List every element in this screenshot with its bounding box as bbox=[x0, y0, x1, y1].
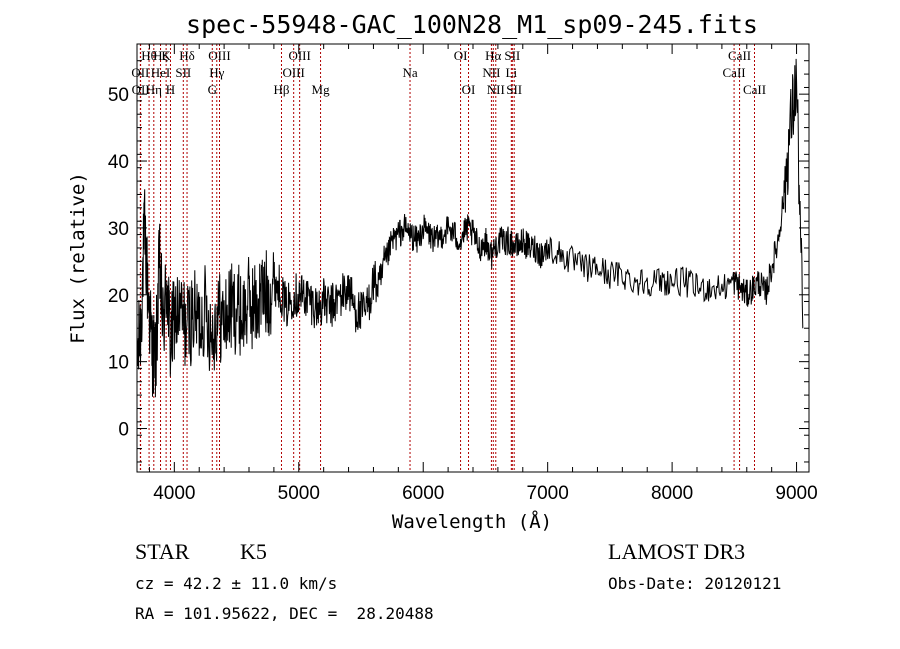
line-label: H bbox=[166, 82, 175, 97]
x-tick-label: 9000 bbox=[775, 483, 817, 504]
x-tick-label: 5000 bbox=[278, 483, 320, 504]
y-tick-label: 50 bbox=[108, 85, 129, 106]
line-label: SII bbox=[504, 48, 520, 63]
line-label: Hθ bbox=[141, 48, 157, 63]
line-label: OI bbox=[454, 48, 468, 63]
line-label: OIII bbox=[282, 65, 304, 80]
line-label: SII bbox=[506, 82, 522, 97]
y-axis-label: Flux (relative) bbox=[67, 172, 89, 344]
y-tick-label: 10 bbox=[108, 353, 129, 374]
y-tick-label: 30 bbox=[108, 219, 129, 240]
line-label: Hζ bbox=[153, 48, 168, 63]
line-label: Na bbox=[402, 65, 417, 80]
survey-name: LAMOST DR3 bbox=[608, 539, 746, 564]
line-label: OI bbox=[462, 82, 476, 97]
line-markers bbox=[139, 44, 755, 472]
line-label: Hα bbox=[485, 48, 501, 63]
x-tick-label: 6000 bbox=[402, 483, 444, 504]
line-label: SII bbox=[175, 65, 191, 80]
chart-title: spec-55948-GAC_100N28_M1_sp09-245.fits bbox=[186, 10, 758, 39]
x-tick-label: 8000 bbox=[651, 483, 693, 504]
coordinates: RA = 101.95622, DEC = 28.20488 bbox=[135, 604, 434, 623]
plot-frame bbox=[136, 43, 810, 473]
line-label: CaII bbox=[728, 48, 751, 63]
line-label: CaII bbox=[723, 65, 746, 80]
line-label: NII bbox=[487, 82, 505, 97]
line-label: OIII bbox=[208, 48, 230, 63]
line-label: HeI bbox=[151, 65, 171, 80]
x-tick-label: 4000 bbox=[153, 483, 195, 504]
line-label: OII bbox=[132, 82, 150, 97]
line-label: Li bbox=[506, 65, 518, 80]
x-axis-label: Wavelength (Å) bbox=[392, 510, 552, 533]
redshift-cz: cz = 42.2 ± 11.0 km/s bbox=[135, 574, 338, 593]
line-labels: Hθ OII OII HζK HeI Hη H Hδ SII OIII Hγ G Hβ OIII OIII M… bbox=[131, 48, 766, 97]
line-label: Hβ bbox=[273, 82, 289, 97]
object-subclass: K5 bbox=[240, 539, 267, 564]
spectrum-series bbox=[136, 58, 804, 398]
y-tick-label: 20 bbox=[108, 286, 129, 307]
line-label: Hγ bbox=[209, 65, 224, 80]
line-label: NII bbox=[482, 65, 500, 80]
line-label: G bbox=[208, 82, 217, 97]
spectrum-line bbox=[136, 58, 804, 398]
line-label: OIII bbox=[288, 48, 310, 63]
y-axis: 0 10 20 30 40 50 bbox=[108, 60, 809, 463]
observation-date: Obs-Date: 20120121 bbox=[608, 574, 782, 593]
x-tick-label: 7000 bbox=[527, 483, 569, 504]
line-label: Hδ bbox=[179, 48, 195, 63]
line-label: K bbox=[161, 48, 171, 63]
line-label: Mg bbox=[312, 82, 331, 97]
x-axis: 4000 5000 6000 7000 8000 9000 bbox=[148, 44, 818, 504]
y-tick-label: 40 bbox=[108, 152, 129, 173]
line-label: OII bbox=[131, 65, 149, 80]
y-tick-label: 0 bbox=[118, 420, 129, 441]
line-label: CaII bbox=[743, 82, 766, 97]
object-class: STAR bbox=[135, 539, 190, 564]
line-label: Hη bbox=[146, 82, 162, 97]
